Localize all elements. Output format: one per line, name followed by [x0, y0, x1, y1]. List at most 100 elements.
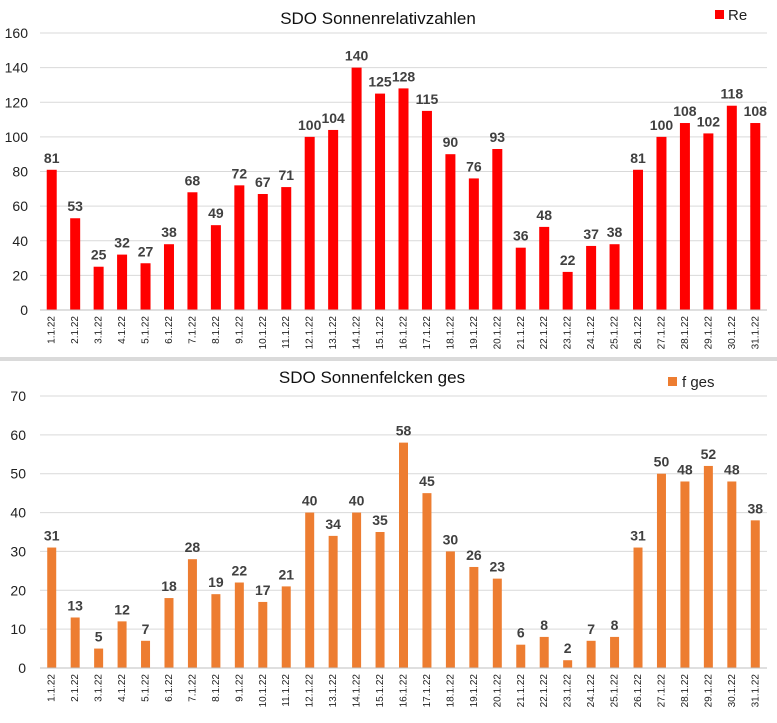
data-label: 118	[721, 86, 744, 102]
x-tick-label: 27.1.22	[656, 674, 667, 708]
x-tick-label: 20.1.22	[492, 316, 503, 350]
data-label: 50	[654, 454, 670, 470]
bar	[234, 185, 245, 310]
x-tick-label: 9.1.22	[234, 674, 245, 702]
data-label: 52	[701, 446, 717, 462]
bar	[468, 178, 479, 310]
data-label: 58	[396, 423, 412, 439]
x-tick-label: 9.1.22	[234, 316, 245, 344]
bar	[633, 547, 643, 668]
data-label: 18	[161, 578, 177, 594]
x-axis: 1.1.22 2.1.22 3.1.22 4.1.22 5.1.22 6.1.22 7.1.…	[40, 667, 767, 708]
bar	[94, 648, 104, 668]
x-tick-label: 20.1.22	[492, 674, 503, 708]
bar	[679, 123, 690, 311]
bar	[703, 465, 713, 668]
data-label: 102	[697, 113, 721, 129]
x-tick-label: 17.1.22	[422, 674, 433, 708]
chart-sonnenfelcken-ges: SDO Sonnenfelcken ges f ges 0 10 20 30 40 50 6…	[10, 368, 767, 707]
data-label: 22	[560, 252, 576, 268]
y-tick-label: 40	[12, 233, 28, 249]
data-label: 81	[630, 150, 646, 166]
chart-sonnenrelativzahlen: SDO Sonnenrelativzahlen Re 0204060801001…	[5, 7, 768, 349]
x-tick-label: 17.1.22	[422, 316, 433, 350]
bar	[750, 520, 760, 668]
bar	[328, 535, 338, 668]
x-tick-label: 2.1.22	[70, 316, 81, 344]
bar	[187, 192, 198, 310]
bar	[633, 169, 644, 310]
bar	[656, 473, 666, 668]
data-label: 38	[161, 224, 177, 240]
chart-title: SDO Sonnenfelcken ges	[279, 368, 465, 387]
x-tick-label: 23.1.22	[563, 674, 574, 708]
y-tick-label: 20	[12, 267, 28, 283]
bar	[515, 247, 526, 310]
data-label: 125	[368, 74, 392, 90]
x-tick-label: 4.1.22	[117, 316, 128, 344]
bar	[328, 129, 339, 310]
x-tick-label: 8.1.22	[211, 674, 222, 702]
x-tick-label: 27.1.22	[656, 316, 667, 350]
x-tick-label: 6.1.22	[164, 316, 175, 344]
bar	[141, 640, 151, 668]
data-label: 32	[114, 235, 130, 251]
legend-swatch-re	[715, 10, 724, 19]
x-tick-label: 24.1.22	[586, 316, 597, 350]
x-tick-label: 15.1.22	[375, 316, 386, 350]
y-tick-label: 40	[10, 505, 26, 521]
x-tick-label: 7.1.22	[187, 674, 198, 702]
bar	[234, 582, 244, 668]
data-label: 37	[583, 226, 599, 242]
data-label: 100	[650, 117, 674, 133]
x-tick-label: 10.1.22	[258, 316, 269, 350]
bar	[726, 105, 737, 311]
bar	[305, 512, 315, 668]
bar	[281, 586, 291, 668]
data-label: 76	[466, 158, 482, 174]
bar	[445, 551, 455, 668]
x-tick-label: 14.1.22	[352, 316, 363, 350]
y-tick-label: 30	[10, 543, 26, 559]
bar	[352, 512, 362, 668]
x-tick-label: 1.1.22	[47, 674, 58, 702]
bar	[399, 442, 408, 668]
y-tick-label: 160	[5, 25, 29, 41]
bar	[375, 93, 386, 310]
x-tick-label: 2.1.22	[70, 674, 81, 702]
data-label: 27	[138, 243, 154, 259]
bar	[469, 566, 479, 668]
data-label: 67	[255, 174, 271, 190]
y-tick-label: 80	[12, 164, 28, 180]
data-label: 7	[587, 621, 595, 637]
x-tick-label: 12.1.22	[305, 674, 316, 708]
y-tick-label: 0	[20, 302, 28, 318]
data-label: 19	[208, 574, 224, 590]
chart-title: SDO Sonnenrelativzahlen	[280, 9, 476, 28]
data-label: 8	[540, 617, 548, 633]
y-axis: 0 20 40 60 80 100 120 140 160	[5, 25, 29, 318]
x-tick-label: 15.1.22	[375, 674, 386, 708]
x-tick-label: 19.1.22	[469, 674, 480, 708]
x-tick-label: 16.1.22	[399, 674, 410, 708]
y-tick-label: 140	[5, 60, 29, 76]
y-tick-label: 100	[5, 129, 29, 145]
data-label: 68	[185, 172, 201, 188]
x-tick-label: 18.1.22	[445, 316, 456, 350]
x-tick-label: 28.1.22	[680, 316, 691, 350]
x-tick-label: 14.1.22	[352, 674, 363, 708]
bar	[46, 169, 57, 310]
y-tick-label: 120	[5, 94, 29, 110]
y-tick-label: 50	[10, 466, 26, 482]
y-axis: 0 10 20 30 40 50 60 70	[10, 388, 26, 676]
y-tick-label: 60	[10, 427, 26, 443]
data-label: 25	[91, 247, 107, 263]
data-label: 12	[114, 601, 130, 617]
x-tick-label: 16.1.22	[399, 316, 410, 350]
y-tick-label: 10	[10, 621, 26, 637]
data-label: 72	[232, 165, 248, 181]
x-tick-label: 8.1.22	[211, 316, 222, 344]
bar	[562, 271, 573, 310]
bar-series-re	[46, 67, 761, 311]
